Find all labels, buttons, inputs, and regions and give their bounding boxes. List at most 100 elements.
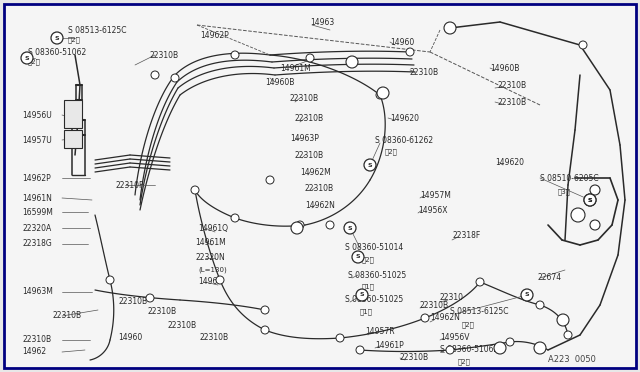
Text: S: S bbox=[525, 292, 529, 298]
Text: S: S bbox=[588, 198, 592, 202]
Text: 22310B: 22310B bbox=[410, 67, 439, 77]
Circle shape bbox=[261, 326, 269, 334]
Text: 14962N: 14962N bbox=[305, 201, 335, 209]
Circle shape bbox=[590, 185, 600, 195]
Text: 14963M: 14963M bbox=[22, 288, 53, 296]
Circle shape bbox=[364, 159, 376, 171]
Text: S 08513-6125C: S 08513-6125C bbox=[450, 308, 509, 317]
Text: 14961N: 14961N bbox=[22, 193, 52, 202]
Circle shape bbox=[494, 342, 506, 354]
Circle shape bbox=[536, 301, 544, 309]
Text: S 08360-51062: S 08360-51062 bbox=[28, 48, 86, 57]
Text: 14957M: 14957M bbox=[420, 190, 451, 199]
Text: 14960B: 14960B bbox=[265, 77, 294, 87]
Text: 22320N: 22320N bbox=[195, 253, 225, 263]
Text: （2）: （2） bbox=[362, 257, 375, 263]
Text: （3）: （3） bbox=[558, 189, 571, 195]
Text: 22318G: 22318G bbox=[22, 240, 52, 248]
Circle shape bbox=[291, 222, 303, 234]
Circle shape bbox=[356, 346, 364, 354]
Text: S 08360-61262: S 08360-61262 bbox=[375, 135, 433, 144]
Text: 22310B: 22310B bbox=[148, 308, 177, 317]
Text: 14960: 14960 bbox=[390, 38, 414, 46]
Text: （2）: （2） bbox=[385, 149, 398, 155]
Text: S 08360-51062: S 08360-51062 bbox=[440, 346, 499, 355]
Text: 22310B: 22310B bbox=[400, 353, 429, 362]
Bar bbox=[64, 130, 82, 148]
Text: （1）: （1） bbox=[362, 284, 375, 290]
Circle shape bbox=[146, 294, 154, 302]
Text: S 08513-6125C: S 08513-6125C bbox=[68, 26, 127, 35]
Text: 14962P: 14962P bbox=[22, 173, 51, 183]
Text: 22310B: 22310B bbox=[295, 113, 324, 122]
Circle shape bbox=[326, 221, 334, 229]
Circle shape bbox=[346, 56, 358, 68]
Text: 14961Q: 14961Q bbox=[198, 224, 228, 232]
Text: S: S bbox=[588, 198, 592, 202]
Text: S: S bbox=[54, 35, 60, 41]
Circle shape bbox=[579, 41, 587, 49]
Text: 22318F: 22318F bbox=[453, 231, 481, 240]
Text: （2）: （2） bbox=[68, 37, 81, 43]
Text: S 08360-51014: S 08360-51014 bbox=[345, 244, 403, 253]
Text: 22310: 22310 bbox=[440, 294, 464, 302]
Circle shape bbox=[584, 194, 596, 206]
Circle shape bbox=[590, 220, 600, 230]
Circle shape bbox=[377, 87, 389, 99]
Text: 14962: 14962 bbox=[22, 347, 46, 356]
Circle shape bbox=[476, 278, 484, 286]
Circle shape bbox=[534, 342, 546, 354]
Text: S: S bbox=[25, 55, 29, 61]
Circle shape bbox=[231, 51, 239, 59]
Circle shape bbox=[306, 54, 314, 62]
Text: 22310B: 22310B bbox=[420, 301, 449, 310]
Circle shape bbox=[171, 74, 179, 82]
Text: S 08510-6205C: S 08510-6205C bbox=[540, 173, 598, 183]
Text: （2）: （2） bbox=[28, 59, 41, 65]
Text: 22310B: 22310B bbox=[118, 298, 147, 307]
Text: （2）: （2） bbox=[462, 322, 475, 328]
Circle shape bbox=[261, 306, 269, 314]
Text: 14963: 14963 bbox=[310, 17, 334, 26]
Circle shape bbox=[445, 23, 455, 33]
Text: （1）: （1） bbox=[360, 309, 373, 315]
Text: （2）: （2） bbox=[458, 359, 471, 365]
Text: 14962M: 14962M bbox=[300, 167, 331, 176]
Text: 14956X: 14956X bbox=[418, 205, 447, 215]
Text: 22310B: 22310B bbox=[22, 336, 51, 344]
Circle shape bbox=[191, 186, 199, 194]
Text: 14960B: 14960B bbox=[490, 64, 520, 73]
Text: 14963P: 14963P bbox=[290, 134, 319, 142]
Circle shape bbox=[444, 22, 456, 34]
Text: 149620: 149620 bbox=[495, 157, 524, 167]
Text: 22310B: 22310B bbox=[290, 93, 319, 103]
Text: 22320A: 22320A bbox=[22, 224, 51, 232]
Circle shape bbox=[506, 338, 514, 346]
Text: 14957R: 14957R bbox=[365, 327, 395, 337]
Text: 22310B: 22310B bbox=[295, 151, 324, 160]
Text: 22674: 22674 bbox=[538, 273, 562, 282]
Circle shape bbox=[216, 276, 224, 284]
Text: S: S bbox=[348, 225, 352, 231]
Circle shape bbox=[296, 221, 304, 229]
Text: 22310B: 22310B bbox=[150, 51, 179, 60]
Circle shape bbox=[571, 208, 585, 222]
Text: 149620: 149620 bbox=[390, 113, 419, 122]
Bar bbox=[64, 100, 82, 128]
Text: S: S bbox=[360, 292, 364, 298]
Text: A223  0050: A223 0050 bbox=[548, 356, 596, 365]
Circle shape bbox=[421, 314, 429, 322]
Text: 14960: 14960 bbox=[198, 278, 222, 286]
Text: 14960: 14960 bbox=[118, 334, 142, 343]
Text: 14962N: 14962N bbox=[430, 314, 460, 323]
Circle shape bbox=[231, 214, 239, 222]
Text: 22310B: 22310B bbox=[200, 334, 229, 343]
Circle shape bbox=[151, 71, 159, 79]
Text: S 08360-51025: S 08360-51025 bbox=[348, 270, 406, 279]
Text: 14961P: 14961P bbox=[375, 340, 404, 350]
Text: 22310B: 22310B bbox=[168, 321, 197, 330]
Text: 14956U: 14956U bbox=[22, 110, 52, 119]
Text: 22310B: 22310B bbox=[498, 97, 527, 106]
Circle shape bbox=[557, 314, 569, 326]
Circle shape bbox=[356, 289, 368, 301]
